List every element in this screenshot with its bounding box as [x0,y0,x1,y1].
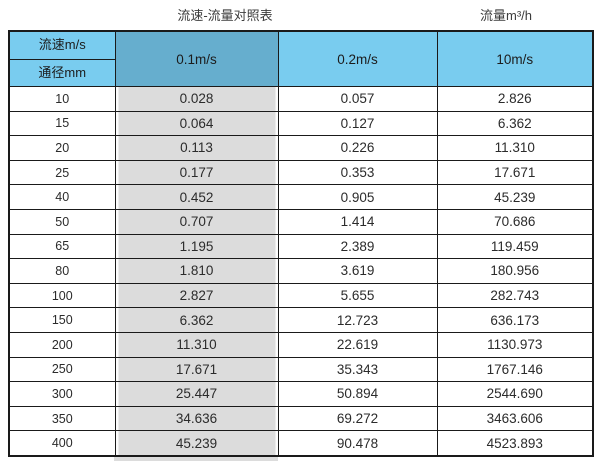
header-row: 流速m/s 通径mm 0.1m/s 0.2m/s 10m/s [8,30,594,87]
flow-value-cell: 0.028 [114,86,279,112]
flow-table-wrapper: 流速m/s 通径mm 0.1m/s 0.2m/s 10m/s 10 0.028 0.… [8,30,594,461]
diameter-cell: 65 [8,233,116,260]
flow-unit-label: 流量m³/h [479,8,533,23]
corner-header-cell: 流速m/s 通径mm [8,30,116,87]
flow-value-cell: 6.362 [436,110,594,137]
diameter-cell: 250 [8,356,116,383]
flow-value-cell: 282.743 [436,282,594,309]
flow-value-cell: 12.723 [277,307,438,333]
column-header-0-1ms: 0.1m/s [114,30,279,87]
diameter-cell: 80 [8,258,116,284]
table-row: 25 0.177 0.353 17.671 [8,159,594,186]
flow-value-cell: 0.452 [114,184,279,210]
table-title: 流速-流量对照表 [177,8,273,23]
column-header-0-2ms: 0.2m/s [277,30,438,87]
flow-value-cell: 50.894 [277,381,438,407]
flow-value-cell: 1.195 [114,233,279,260]
velocity-axis-label: 流速m/s [10,32,114,60]
column-header-10ms: 10m/s [436,30,594,87]
flow-value-cell: 0.353 [277,159,438,186]
flow-value-cell: 35.343 [277,356,438,383]
diameter-cell: 150 [8,307,116,333]
flow-value-cell: 45.239 [436,184,594,210]
flow-value-cell: 1130.973 [436,331,594,358]
diameter-cell: 15 [8,110,116,137]
flow-value-cell: 180.956 [436,258,594,284]
caption-bar: 流速-流量对照表 流量m³/h [0,0,600,29]
flow-value-cell: 45.239 [114,430,279,457]
flow-value-cell: 0.064 [114,110,279,137]
flow-value-cell: 25.447 [114,381,279,407]
table-row: 20 0.113 0.226 11.310 [8,135,594,161]
flow-value-cell: 636.173 [436,307,594,333]
table-header: 流速m/s 通径mm 0.1m/s 0.2m/s 10m/s [8,30,594,87]
diameter-axis-label: 通径mm [38,64,87,80]
flow-value-cell: 2.827 [114,282,279,309]
flow-value-cell: 90.478 [277,430,438,457]
flow-value-cell: 0.226 [277,135,438,161]
flow-value-cell: 0.707 [114,208,279,235]
table-row: 200 11.310 22.619 1130.973 [8,331,594,358]
flow-value-cell: 0.057 [277,86,438,112]
diameter-cell: 50 [8,208,116,235]
table-row: 40 0.452 0.905 45.239 [8,184,594,210]
table-row: 250 17.671 35.343 1767.146 [8,356,594,383]
table-row: 80 1.810 3.619 180.956 [8,258,594,284]
diameter-cell: 100 [8,282,116,309]
flow-value-cell: 17.671 [114,356,279,383]
flow-value-cell: 6.362 [114,307,279,333]
table-row: 10 0.028 0.057 2.826 [8,86,594,112]
diameter-cell: 200 [8,331,116,358]
table-row: 300 25.447 50.894 2544.690 [8,381,594,407]
diameter-cell: 350 [8,405,116,432]
diameter-cell: 300 [8,381,116,407]
diameter-cell: 10 [8,86,116,112]
flow-value-cell: 11.310 [436,135,594,161]
highlight-column-tail [114,456,278,461]
flow-value-cell: 69.272 [277,405,438,432]
flow-value-cell: 70.686 [436,208,594,235]
diameter-cell: 25 [8,159,116,186]
diameter-cell: 400 [8,430,116,457]
flow-value-cell: 3.619 [277,258,438,284]
table-row: 150 6.362 12.723 636.173 [8,307,594,333]
table-body: 10 0.028 0.057 2.826 15 0.064 0.127 6.362 20 0.11… [8,86,594,457]
flow-value-cell: 11.310 [114,331,279,358]
table-row: 15 0.064 0.127 6.362 [8,110,594,137]
flow-value-cell: 2544.690 [436,381,594,407]
table-row: 100 2.827 5.655 282.743 [8,282,594,309]
flow-value-cell: 1.414 [277,208,438,235]
flow-value-cell: 1.810 [114,258,279,284]
flow-value-cell: 17.671 [436,159,594,186]
flow-value-cell: 0.905 [277,184,438,210]
flow-value-cell: 0.127 [277,110,438,137]
flow-value-cell: 2.826 [436,86,594,112]
flow-value-cell: 119.459 [436,233,594,260]
flow-value-cell: 5.655 [277,282,438,309]
table-row: 65 1.195 2.389 119.459 [8,233,594,260]
diameter-cell: 20 [8,135,116,161]
flow-value-cell: 1767.146 [436,356,594,383]
table-row: 400 45.239 90.478 4523.893 [8,430,594,457]
flow-value-cell: 0.113 [114,135,279,161]
flow-value-cell: 34.636 [114,405,279,432]
flow-value-cell: 3463.606 [436,405,594,432]
flow-value-cell: 0.177 [114,159,279,186]
table-row: 350 34.636 69.272 3463.606 [8,405,594,432]
flow-rate-table: 流速m/s 通径mm 0.1m/s 0.2m/s 10m/s 10 0.028 0.… [8,30,594,457]
diameter-cell: 40 [8,184,116,210]
flow-value-cell: 22.619 [277,331,438,358]
flow-value-cell: 2.389 [277,233,438,260]
table-row: 50 0.707 1.414 70.686 [8,208,594,235]
flow-value-cell: 4523.893 [436,430,594,457]
